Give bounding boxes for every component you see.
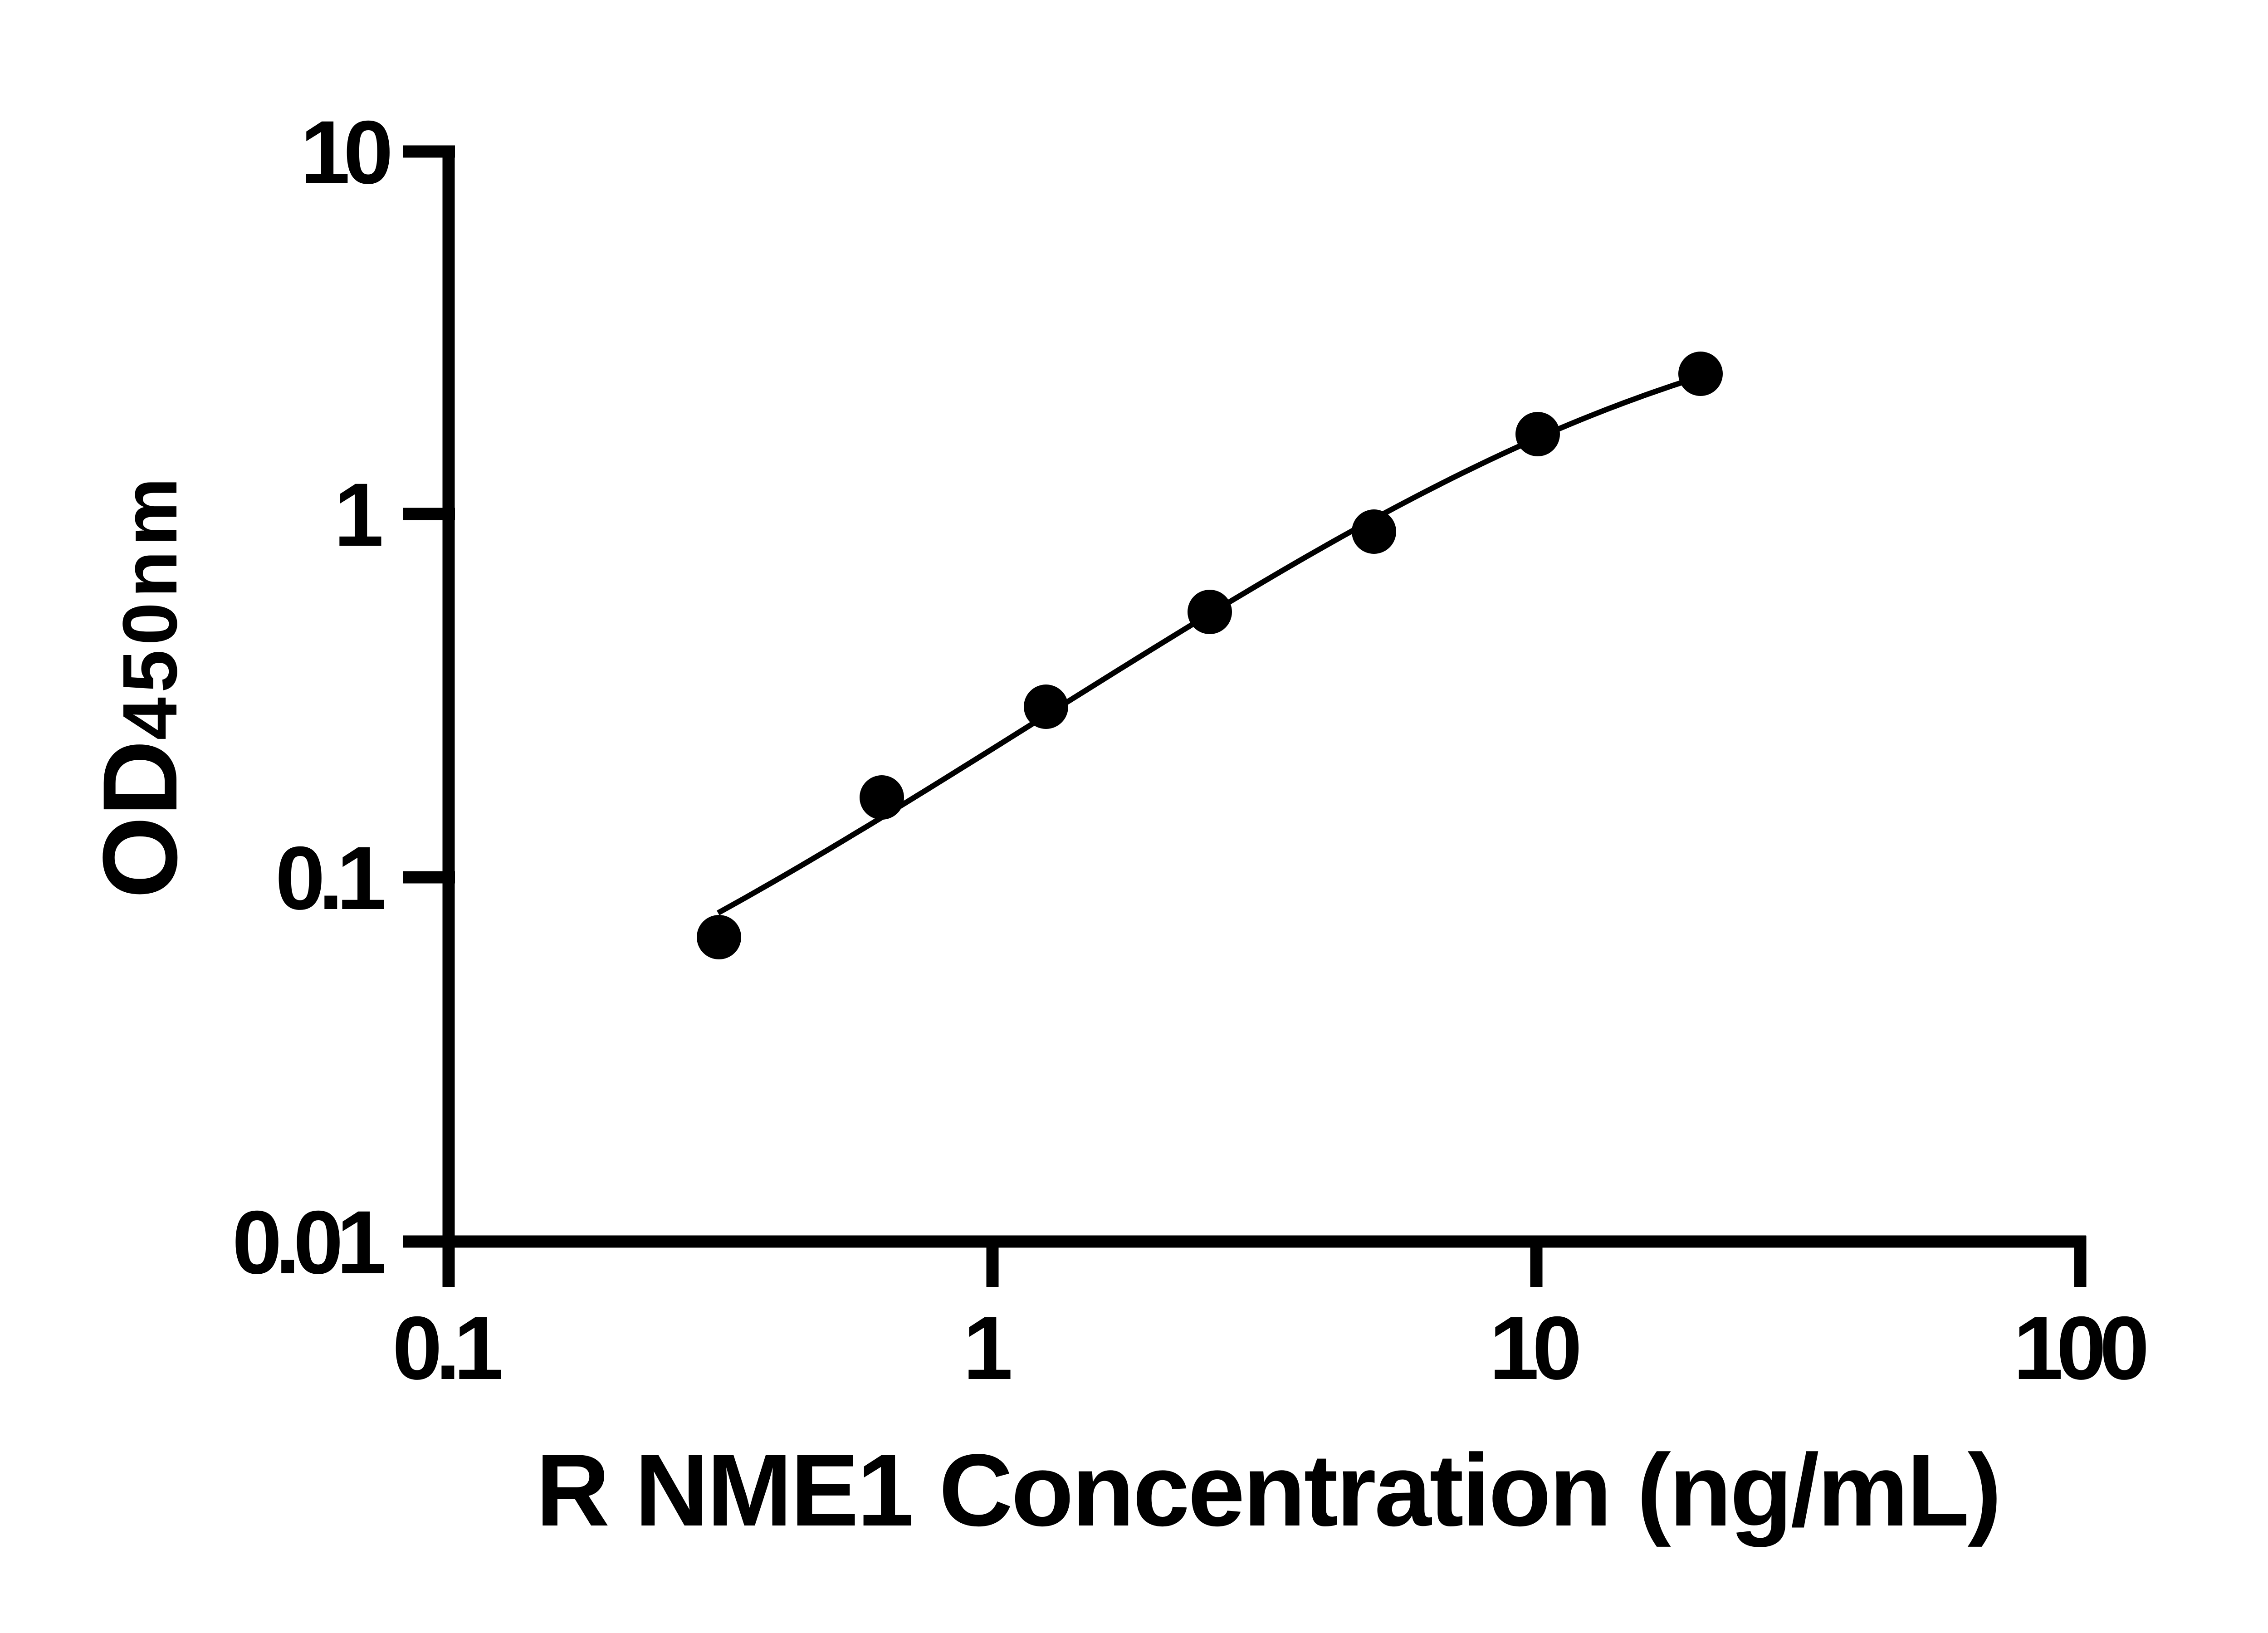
svg-text:1: 1: [334, 464, 384, 565]
svg-text:R NME1 Concentration (ng/mL): R NME1 Concentration (ng/mL): [536, 1433, 2000, 1547]
svg-text:0.01: 0.01: [232, 1192, 384, 1292]
svg-text:0.1: 0.1: [392, 1298, 501, 1398]
svg-text:OD450nm: OD450nm: [81, 473, 199, 899]
svg-text:10: 10: [1489, 1298, 1579, 1398]
svg-text:1: 1: [963, 1298, 1013, 1398]
svg-text:100: 100: [2013, 1298, 2146, 1398]
svg-text:10: 10: [300, 102, 390, 202]
svg-text:0.1: 0.1: [275, 828, 384, 928]
